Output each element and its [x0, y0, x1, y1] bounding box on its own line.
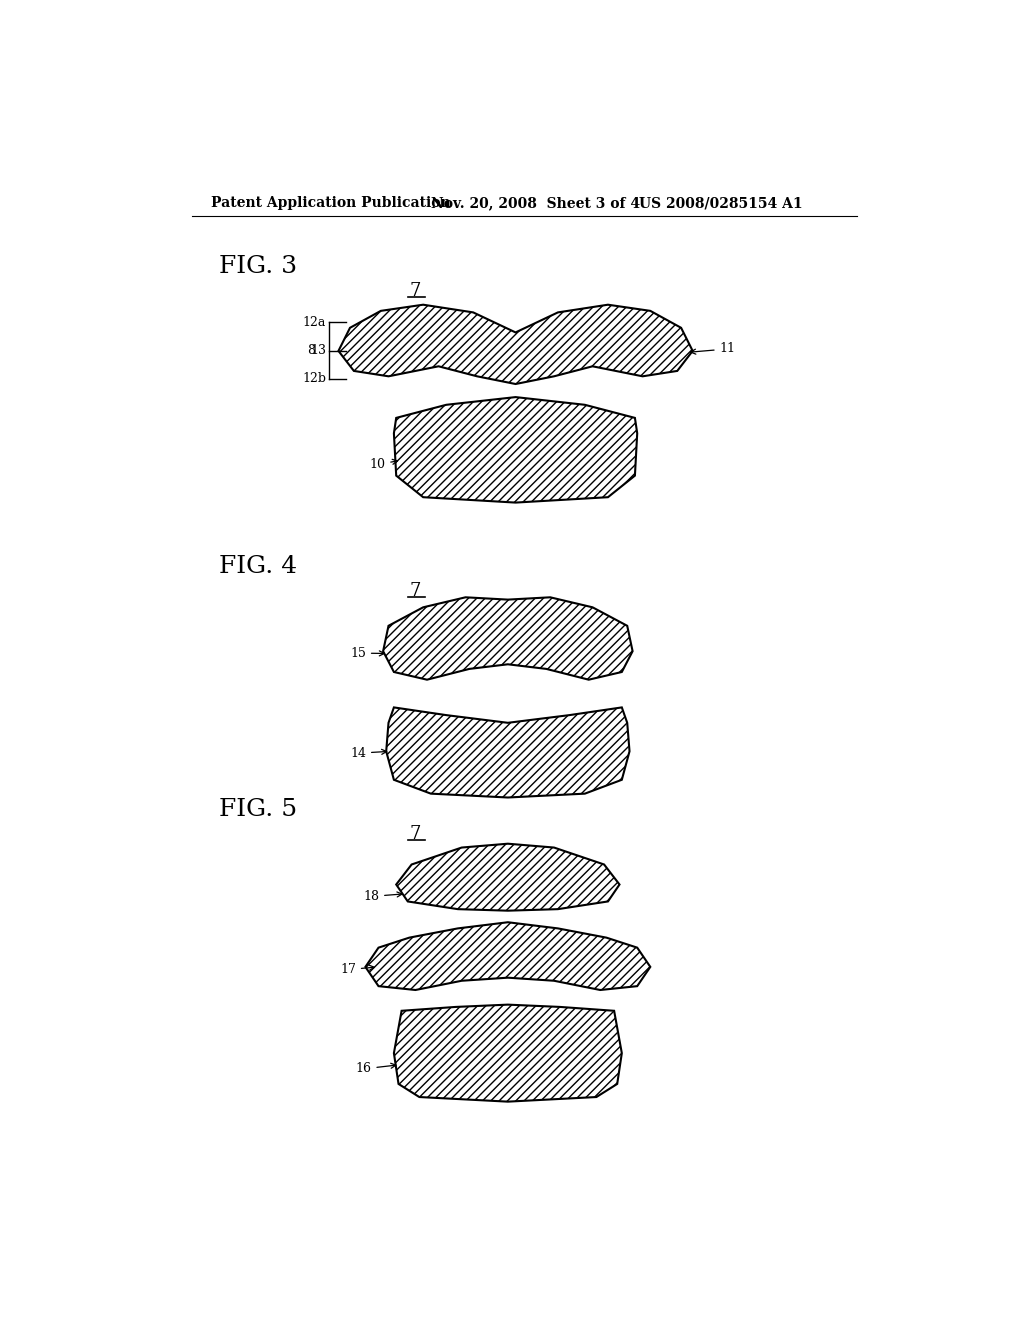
Text: 18: 18 — [364, 890, 402, 903]
Text: 11: 11 — [690, 342, 735, 355]
Text: 17: 17 — [340, 964, 375, 975]
Polygon shape — [366, 923, 650, 990]
Text: 14: 14 — [350, 747, 387, 760]
Text: 8: 8 — [307, 343, 315, 356]
Text: 10: 10 — [370, 458, 397, 471]
Text: FIG. 4: FIG. 4 — [219, 554, 297, 578]
Text: 12a: 12a — [303, 315, 326, 329]
Text: 7: 7 — [410, 282, 421, 300]
Text: Nov. 20, 2008  Sheet 3 of 4: Nov. 20, 2008 Sheet 3 of 4 — [431, 197, 640, 210]
Polygon shape — [339, 305, 692, 384]
Text: FIG. 3: FIG. 3 — [219, 255, 297, 277]
Text: 7: 7 — [410, 582, 421, 601]
Text: 13: 13 — [310, 345, 326, 358]
Polygon shape — [396, 843, 620, 911]
Polygon shape — [394, 1005, 622, 1102]
Polygon shape — [383, 597, 633, 680]
Text: FIG. 5: FIG. 5 — [219, 797, 297, 821]
Text: 15: 15 — [350, 647, 384, 660]
Text: 16: 16 — [355, 1063, 396, 1076]
Text: Patent Application Publication: Patent Application Publication — [211, 197, 451, 210]
Text: 7: 7 — [410, 825, 421, 842]
Polygon shape — [394, 397, 637, 503]
Polygon shape — [386, 708, 630, 797]
Text: 12b: 12b — [302, 372, 326, 385]
Text: US 2008/0285154 A1: US 2008/0285154 A1 — [639, 197, 803, 210]
